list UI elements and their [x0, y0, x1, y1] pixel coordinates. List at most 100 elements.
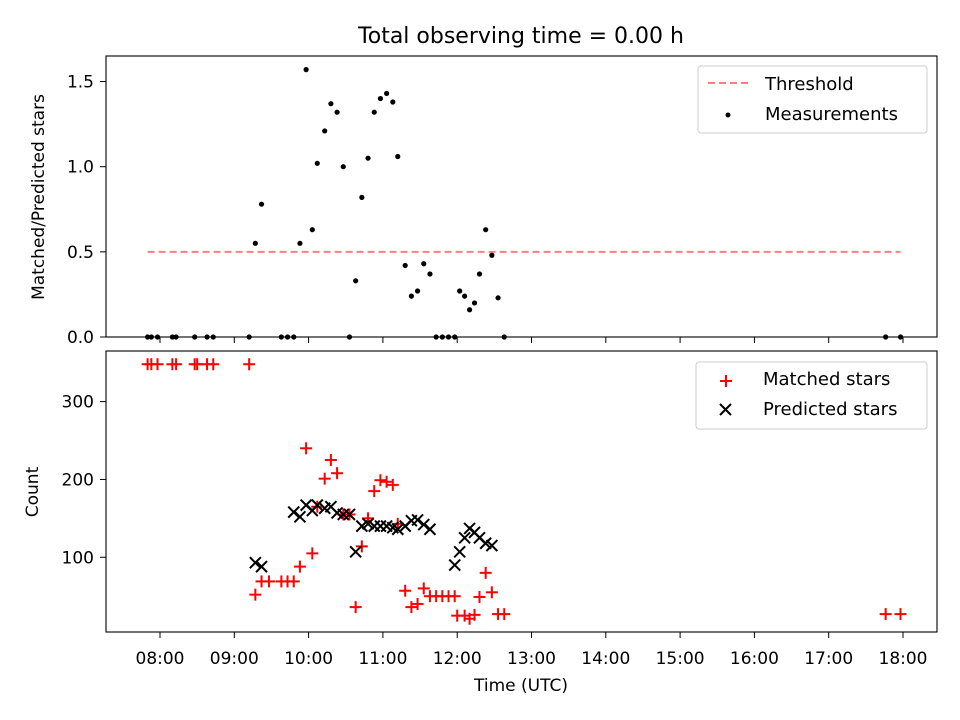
matched-star-point — [468, 608, 481, 621]
measurement-point — [297, 240, 303, 246]
matched-star-point — [374, 474, 387, 487]
bottom-y-axis: 100 200 300 — [62, 393, 106, 568]
measurement-point — [353, 278, 359, 284]
predicted-star-point — [249, 556, 262, 569]
bottom-axes-frame — [105, 350, 938, 633]
x-tick-label: 15:00 — [656, 649, 705, 669]
matched-star-point — [399, 584, 412, 597]
matched-star-point — [498, 608, 511, 621]
x-tick-label: 17:00 — [804, 649, 853, 669]
measurement-point — [377, 95, 384, 102]
measurement-point — [476, 271, 483, 277]
top-plot-area — [145, 67, 904, 340]
predicted-star-point — [417, 518, 430, 531]
predicted-star-point — [349, 545, 362, 559]
measurement-point — [365, 155, 371, 161]
predicted-star-point — [255, 560, 268, 573]
top-y-tick-label: 1.0 — [67, 158, 94, 178]
measurement-point — [309, 227, 315, 233]
measurement-point — [303, 67, 309, 73]
measurement-point — [258, 201, 265, 207]
bottom-legend: Matched stars Predicted stars — [695, 361, 928, 430]
matched-star-point — [318, 472, 331, 485]
legend-measurements-swatch — [725, 112, 731, 118]
measurement-point — [395, 153, 401, 160]
bottom-legend-box — [695, 361, 928, 430]
legend-matched-swatch — [720, 375, 732, 387]
legend-predicted-label: Predicted stars — [763, 399, 897, 420]
predicted-star-point — [485, 539, 499, 552]
measurement-point — [421, 261, 427, 267]
legend-measurements-label: Measurements — [765, 104, 898, 125]
matched-star-point — [380, 475, 393, 488]
matched-star-point — [287, 575, 300, 588]
measurement-point — [384, 90, 390, 97]
measurement-point — [466, 307, 473, 313]
top-x-axis — [159, 337, 904, 343]
matched-star-point — [349, 601, 362, 614]
top-y-axis: 0.0 0.5 1.0 1.5 — [67, 73, 106, 348]
matched-star-point — [485, 586, 498, 599]
matched-star-point — [324, 453, 337, 466]
top-y-tick-label: 0.5 — [67, 243, 94, 263]
measurement-point — [471, 300, 478, 306]
x-axis-label: Time (UTC) — [473, 676, 568, 696]
x-tick-label: 10:00 — [284, 649, 333, 669]
bottom-plot-area — [141, 358, 907, 625]
measurement-point — [371, 109, 377, 115]
bottom-x-axis: 08:00 09:00 10:00 11:00 12:00 13:00 14:00 15:00… — [136, 632, 928, 669]
measurement-point — [328, 101, 334, 107]
top-y-tick-label: 1.5 — [67, 73, 94, 93]
matched-star-point — [362, 512, 375, 525]
matched-star-point — [151, 358, 164, 371]
top-legend-box — [697, 65, 928, 134]
top-y-tick-label: 0.0 — [67, 328, 94, 348]
matched-star-point — [879, 608, 892, 621]
matched-star-point — [417, 582, 430, 595]
measurement-point — [427, 271, 433, 277]
matched-star-point — [170, 358, 183, 371]
x-tick-label: 09:00 — [210, 649, 259, 669]
matched-star-point — [207, 358, 220, 371]
predicted-star-point — [293, 510, 307, 524]
measurement-point — [414, 288, 421, 294]
matched-star-point — [448, 590, 461, 603]
measurement-point — [314, 160, 320, 166]
measurement-point — [390, 99, 396, 105]
matched-star-point — [894, 608, 907, 621]
legend-threshold-label: Threshold — [764, 74, 854, 95]
legend-matched-label: Matched stars — [763, 369, 890, 390]
matched-star-point — [249, 588, 262, 601]
matched-star-point — [293, 560, 306, 573]
x-tick-label: 13:00 — [507, 649, 556, 669]
matched-star-point — [405, 601, 418, 614]
measurement-point — [334, 109, 340, 115]
matched-star-point — [306, 547, 319, 560]
predicted-star-point — [448, 558, 461, 572]
predicted-star-point — [411, 513, 424, 527]
bottom-y-tick-label: 300 — [62, 393, 94, 413]
predicted-star-point — [311, 498, 324, 512]
predicted-star-point — [391, 523, 404, 536]
predicted-star-point — [287, 505, 300, 519]
x-tick-label: 18:00 — [879, 649, 928, 669]
matched-star-point — [479, 566, 492, 579]
matched-star-point — [473, 590, 486, 603]
measurement-point — [322, 128, 328, 134]
measurement-point — [252, 240, 258, 246]
measurement-point — [359, 194, 365, 200]
chart-title: Total observing time = 0.00 h — [357, 24, 684, 49]
top-y-axis-label: Matched/Predicted stars — [29, 94, 49, 300]
x-tick-label: 14:00 — [581, 649, 630, 669]
predicted-star-point — [453, 545, 466, 559]
matched-star-point — [411, 597, 424, 610]
predicted-star-point — [423, 523, 437, 536]
measurement-point — [462, 293, 468, 299]
matched-star-point — [386, 478, 399, 491]
x-tick-label: 12:00 — [433, 649, 482, 669]
predicted-star-point — [458, 531, 471, 545]
bottom-y-tick-label: 200 — [62, 470, 94, 490]
x-tick-label: 11:00 — [358, 649, 407, 669]
measurement-point — [402, 262, 408, 269]
